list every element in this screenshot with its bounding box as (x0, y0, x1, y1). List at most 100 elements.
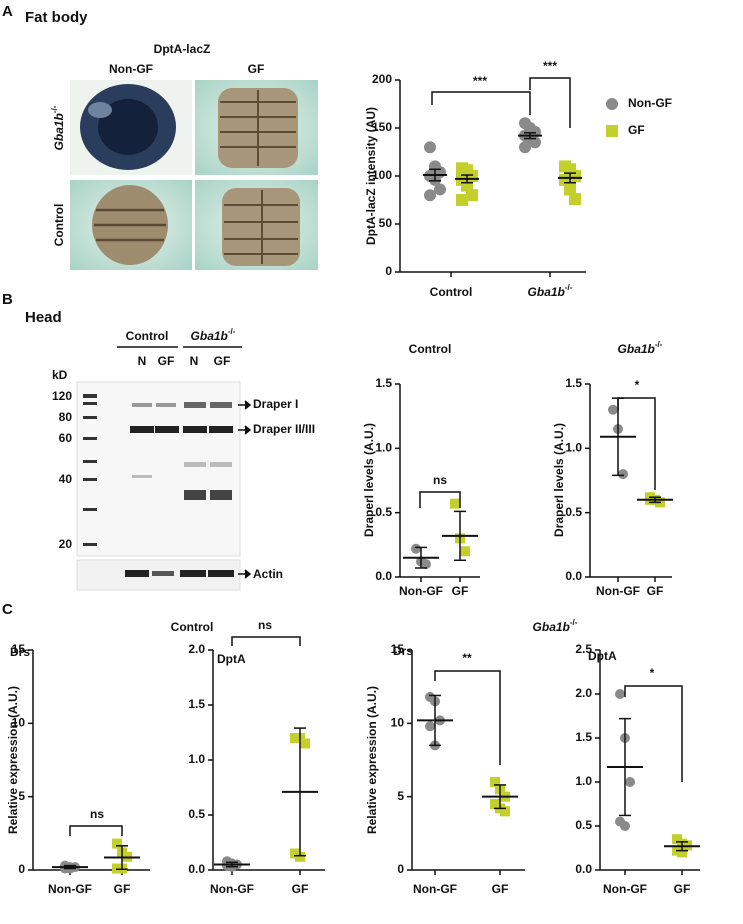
significance-label: ns (258, 618, 272, 632)
y-tick-label: 0.0 (565, 569, 582, 583)
data-point (434, 183, 446, 196)
chart-title: Control (409, 342, 452, 356)
marker-label: 120 (52, 389, 72, 403)
significance-label: ** (462, 651, 472, 665)
data-point (460, 546, 470, 557)
y-tick-label: 5 (18, 789, 25, 803)
x-tick-label: Non-GF (596, 584, 640, 598)
marker-label: 20 (59, 537, 73, 551)
image-col-label: Non-GF (109, 62, 153, 76)
y-axis-label: Relative expression (A.U.) (6, 686, 20, 834)
significance-label: *** (543, 59, 557, 73)
data-point (112, 838, 122, 849)
genotype-sup: -/- (50, 105, 59, 113)
marker-label: 60 (59, 431, 73, 445)
chart-title: Drs (10, 645, 30, 659)
significance-bracket (231, 636, 301, 646)
image-col-label: GF (248, 62, 265, 76)
data-point (608, 404, 618, 415)
y-tick-label: 2.5 (575, 642, 592, 656)
y-tick-label: 100 (372, 168, 392, 182)
y-tick-label: 0 (18, 862, 25, 876)
data-point (569, 193, 581, 206)
x-tick-label: Non-GF (48, 882, 92, 896)
y-tick-label: 0 (385, 264, 392, 278)
significance-bracket (431, 91, 531, 115)
micrograph (195, 180, 318, 270)
significance-label: * (650, 666, 655, 680)
band-label: Actin (253, 567, 283, 581)
chart-title: Drs (393, 644, 413, 658)
lane-label: GF (214, 354, 231, 368)
y-tick-label: 0.5 (565, 505, 582, 519)
gene-name: Gba1b (533, 620, 570, 634)
data-point (500, 806, 510, 817)
y-tick-label: 1.0 (565, 441, 582, 455)
gene-name: Gba1b (52, 113, 66, 150)
y-axis-label: DraperI levels (A.U.) (552, 423, 566, 537)
data-point (564, 183, 576, 196)
marker-label: 80 (59, 410, 73, 424)
genotype-sup: -/- (228, 327, 236, 336)
gene-name: Gba1b (528, 285, 565, 299)
y-tick-label: 0.0 (575, 862, 592, 876)
data-point (618, 469, 628, 480)
y-tick-label: 200 (372, 72, 392, 86)
significance-bracket (617, 397, 656, 490)
y-tick-label: 1.5 (375, 376, 392, 390)
data-point (300, 738, 310, 749)
data-point (424, 189, 436, 202)
y-tick-label: 1.0 (188, 752, 205, 766)
band-label: Draper I (253, 397, 298, 411)
y-axis-label: DraperI levels (A.U.) (362, 423, 376, 537)
data-point (411, 543, 421, 554)
data-point (677, 847, 687, 858)
chart-title: DptA (588, 649, 617, 663)
gene-name: Gba1b (618, 342, 655, 356)
y-tick-label: 1.5 (565, 376, 582, 390)
legend-label: GF (628, 123, 645, 137)
data-point (424, 141, 436, 154)
lane-label: GF (158, 354, 175, 368)
data-point (456, 194, 468, 206)
significance-label: * (635, 378, 640, 392)
y-tick-label: 0.5 (575, 818, 592, 832)
unit-label: kD (52, 368, 68, 382)
data-point (490, 777, 500, 787)
marker-label: 40 (59, 472, 73, 486)
x-tick-label: GF (492, 882, 509, 896)
arrows (238, 400, 252, 579)
data-point (466, 189, 478, 202)
y-tick-label: 0 (397, 862, 404, 876)
image-row-label: Control (52, 204, 66, 247)
y-tick-label: 0.5 (188, 807, 205, 821)
x-tick-label: Non-GF (603, 882, 647, 896)
data-point (615, 689, 625, 699)
genotype-sup: -/- (655, 340, 663, 349)
data-point (620, 821, 630, 831)
x-tick-label: GF (292, 882, 309, 896)
image-title: DptA-lacZ (154, 42, 211, 56)
significance-label: ns (433, 473, 447, 487)
x-tick-label: GF (647, 584, 664, 598)
y-tick-label: 15 (391, 642, 405, 656)
panel-title: Fat body (25, 9, 88, 26)
y-axis-label: Relative expression (A.U.) (365, 686, 379, 834)
lane-label: N (190, 354, 199, 368)
legend-label: Non-GF (628, 96, 672, 110)
x-tick-label: Non-GF (413, 882, 457, 896)
x-tick-label: Non-GF (399, 584, 443, 598)
data-point (295, 851, 305, 862)
data-point (450, 498, 460, 509)
data-point (421, 559, 431, 570)
significance-label: *** (473, 74, 487, 88)
panel-label: B (2, 291, 13, 308)
significance-bracket (69, 825, 123, 836)
x-tick-label: GF (452, 584, 469, 598)
significance-bracket (434, 670, 501, 765)
micrograph (70, 80, 192, 175)
genotype-sup: -/- (570, 618, 578, 627)
data-point (519, 141, 531, 154)
significance-bracket (624, 685, 683, 782)
x-tick-label: Gba1b-/- (528, 283, 573, 299)
